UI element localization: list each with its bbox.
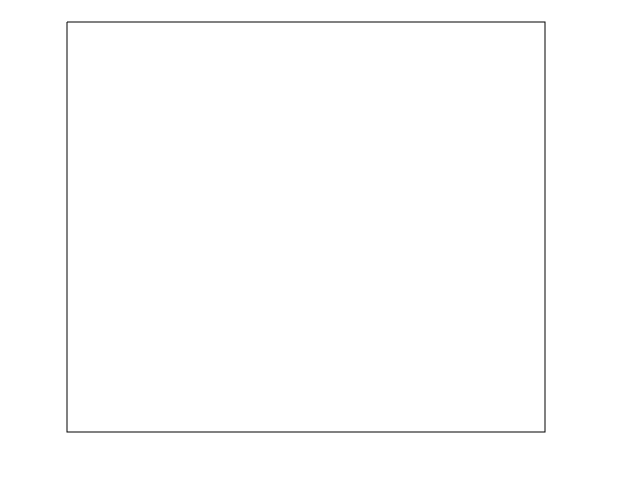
plot-border xyxy=(66,21,546,433)
